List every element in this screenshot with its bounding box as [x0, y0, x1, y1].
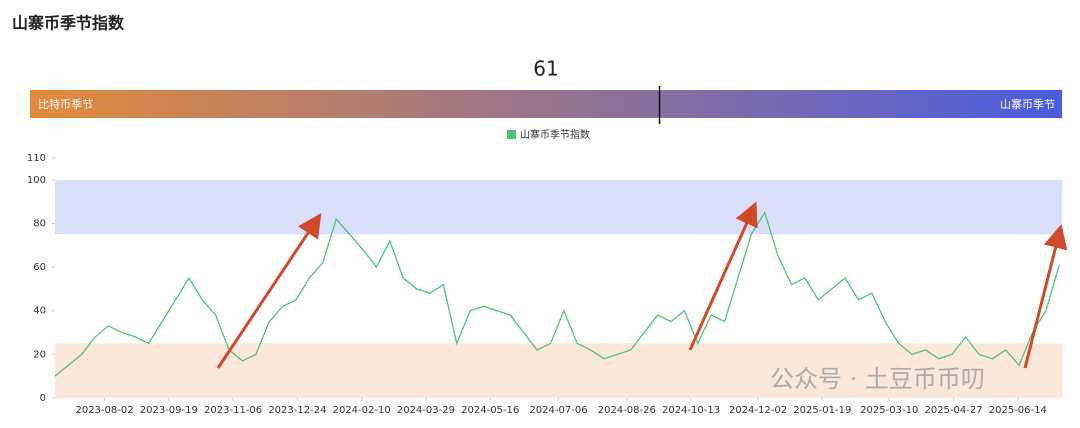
x-tick-label: 2023-08-02: [75, 405, 133, 416]
arrow: [1023, 224, 1068, 369]
x-tick-label: 2024-02-10: [333, 405, 391, 416]
y-tick-label: 0: [40, 393, 46, 404]
x-tick-label: 2025-04-27: [924, 405, 982, 416]
x-tick-label: 2024-10-13: [662, 405, 720, 416]
gauge-left-label: 比特币季节: [38, 97, 93, 111]
y-tick-label: 100: [27, 175, 46, 186]
x-tick-label: 2024-05-16: [461, 405, 519, 416]
line: [54, 210, 1060, 377]
x-tick-label: 2023-09-19: [140, 405, 198, 416]
x-tick-label: 2023-11-06: [204, 405, 262, 416]
watermark: 公众号 · 土豆币币叨: [770, 365, 985, 393]
x-tick-label: 2024-12-02: [729, 405, 787, 416]
arrow: [216, 213, 322, 369]
y-tick-label: 110: [27, 153, 46, 164]
gauge-value: 61: [533, 57, 558, 81]
band: [55, 179, 1062, 235]
arrow: [688, 201, 758, 351]
title: 山寨币季节指数: [12, 14, 125, 33]
legend-swatch: [507, 130, 516, 139]
gauge-right-label: 山寨币季节: [1000, 97, 1055, 111]
x-tick-label: 2024-07-06: [529, 405, 587, 416]
y-tick-label: 80: [33, 218, 46, 229]
x-tick-label: 2024-08-26: [598, 405, 656, 416]
gauge-bar: [30, 90, 1062, 118]
x-tick-label: 2025-06-14: [989, 405, 1047, 416]
y-tick-label: 20: [33, 349, 46, 360]
y-tick-label: 60: [33, 262, 46, 273]
plot: 0 20 40 60 80 100 110 2023-08-02 2023-09-19 2023-…: [27, 86, 1062, 416]
band: [55, 343, 1062, 398]
x-tick-label: 2025-01-19: [793, 405, 851, 416]
y-tick-label: 40: [33, 306, 46, 317]
x-tick-label: 2023-12-24: [268, 405, 326, 416]
x-tick-label: 2025-03-10: [860, 405, 918, 416]
legend-label: 山寨币季节指数: [520, 128, 590, 141]
x-tick-label: 2024-03-29: [397, 405, 455, 416]
